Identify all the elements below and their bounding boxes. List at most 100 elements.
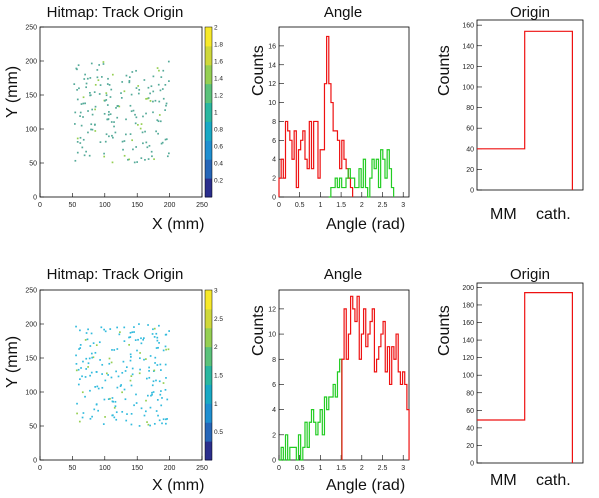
hitmap-point — [151, 155, 153, 158]
colorbar-tick-label: 0.4 — [214, 161, 223, 168]
hitmap-point — [110, 361, 113, 364]
colorbar-segment — [205, 327, 212, 348]
hitmap-point — [104, 379, 107, 382]
hitmap-point — [96, 76, 99, 79]
hitmap-point — [158, 419, 161, 422]
hitmap-point — [110, 376, 113, 379]
hitmap-point — [123, 140, 126, 142]
colorbar-tick-label: 0.6 — [214, 144, 223, 151]
hitmap-point — [109, 328, 112, 330]
hitmap-point — [88, 154, 91, 157]
hitmap-point — [95, 344, 98, 347]
colorbar-segment — [205, 441, 212, 461]
hitmap-point — [129, 104, 132, 107]
hitmap-point — [155, 130, 157, 133]
angle-ylabel: Counts — [250, 45, 267, 96]
hitmap-point — [158, 342, 160, 344]
hitmap-point — [94, 351, 97, 354]
colorbar-tick-label: 1 — [214, 401, 218, 408]
hitmap-point — [138, 425, 141, 427]
hitmap-point — [162, 97, 165, 100]
hitmap-point — [167, 348, 170, 351]
hitmap-point — [134, 339, 137, 341]
hitmap-point — [133, 161, 136, 164]
hitmap-ytick-label: 0 — [33, 458, 37, 465]
hitmap-point — [130, 93, 133, 96]
angle-series-red — [341, 295, 410, 460]
hitmap-point — [81, 391, 84, 394]
colorbar-tick-label: 2 — [214, 25, 218, 32]
hitmap-point — [147, 158, 150, 160]
angle-ytick-label: 4 — [272, 407, 276, 414]
hitmap-point — [78, 420, 81, 423]
hitmap-point — [160, 390, 162, 392]
hitmap-point — [89, 374, 91, 377]
hitmap-point — [131, 367, 134, 370]
angle-xtick-label: 3 — [401, 465, 405, 472]
hitmap-point — [105, 133, 108, 136]
hitmap-point — [89, 91, 91, 94]
hitmap-point — [120, 92, 122, 94]
hitmap-point — [152, 100, 154, 103]
hitmap-point — [107, 398, 110, 400]
hitmap-point — [140, 123, 143, 125]
hitmap-point — [86, 77, 89, 80]
hitmap-point — [155, 410, 158, 412]
hitmap-point — [104, 330, 107, 333]
hitmap-point — [129, 331, 132, 334]
hitmap-point — [162, 418, 165, 421]
hitmap-point — [111, 400, 114, 403]
origin-ytick-label: 140 — [462, 338, 474, 345]
hitmap-point — [155, 379, 157, 382]
hitmap-point — [85, 332, 88, 334]
hitmap-point — [85, 86, 88, 89]
hitmap-point — [110, 88, 113, 91]
hitmap-point — [76, 402, 78, 405]
origin-ytick-label: 160 — [462, 23, 474, 30]
hitmap-point — [95, 403, 98, 406]
hitmap-point — [144, 158, 146, 161]
angle-ytick-label: 0 — [272, 195, 276, 202]
hitmap-point — [159, 393, 162, 396]
hitmap-point — [146, 97, 149, 100]
hitmap-point — [90, 352, 93, 355]
hitmap-point — [92, 356, 95, 359]
hitmap-point — [125, 366, 128, 369]
hitmap-point — [153, 327, 156, 330]
hitmap-point — [166, 398, 169, 401]
hitmap-point — [160, 369, 162, 371]
hitmap-point — [153, 369, 156, 372]
hitmap-point — [138, 88, 141, 91]
hitmap-point — [145, 112, 147, 115]
hitmap-xlabel: X (mm) — [152, 477, 205, 494]
hitmap-point — [161, 88, 164, 90]
hitmap-point — [79, 142, 82, 144]
hitmap-point — [108, 84, 111, 86]
colorbar-segment — [205, 290, 212, 310]
angle-xlabel: Angle (rad) — [326, 477, 406, 494]
hitmap-point — [128, 336, 130, 339]
hitmap-point — [113, 121, 115, 123]
hitmap-ytick-label: 50 — [29, 424, 37, 431]
hitmap-point — [152, 391, 155, 393]
hitmap-point — [148, 366, 150, 369]
origin-ytick-label: 20 — [466, 443, 474, 450]
hitmap-point — [161, 422, 163, 425]
hitmap-point — [149, 406, 152, 409]
hitmap-title: Hitmap: Track Origin — [46, 4, 184, 21]
hitmap-point — [112, 136, 114, 139]
hitmap-point — [144, 410, 147, 413]
hitmap-point — [105, 99, 108, 101]
angle-title: Angle — [323, 266, 363, 283]
hitmap-point — [122, 148, 124, 151]
hitmap-point — [137, 338, 139, 341]
origin-ytick-label: 80 — [466, 390, 474, 397]
hitmap-point — [99, 359, 101, 361]
hitmap-point — [125, 74, 128, 77]
hitmap-point — [167, 60, 170, 63]
angle-xlabel: Angle (rad) — [326, 216, 406, 233]
hitmap-point — [153, 158, 155, 161]
angle-ytick-label: 10 — [268, 332, 276, 339]
hitmap-frame — [39, 26, 203, 198]
hitmap-point — [99, 84, 102, 86]
